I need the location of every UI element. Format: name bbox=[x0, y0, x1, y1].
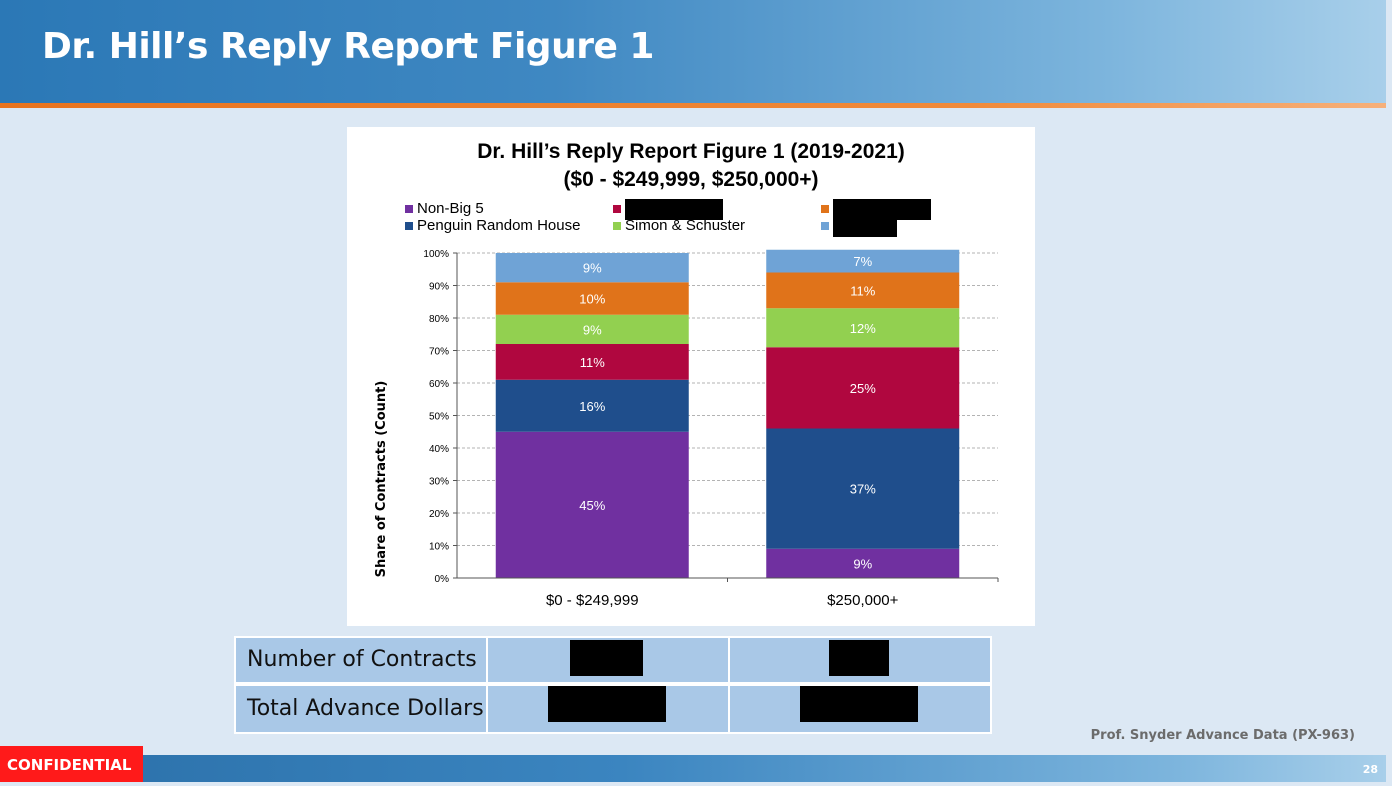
y-tick-label: 40% bbox=[429, 444, 449, 455]
legend-swatch bbox=[405, 222, 413, 230]
y-tick-label: 90% bbox=[429, 282, 449, 293]
legend-swatch bbox=[613, 205, 621, 213]
y-tick-label: 60% bbox=[429, 379, 449, 390]
bar-segment bbox=[766, 428, 960, 549]
data-label: 9% bbox=[583, 261, 602, 276]
chart-panel: Dr. Hill’s Reply Report Figure 1 (2019-2… bbox=[347, 127, 1035, 626]
redaction-box bbox=[570, 640, 643, 676]
bar-segment bbox=[495, 379, 689, 432]
cell-contracts-low bbox=[488, 638, 728, 682]
legend-label: Penguin Random House bbox=[417, 217, 580, 234]
data-label: 9% bbox=[853, 556, 872, 571]
bar-segment bbox=[495, 314, 689, 344]
legend-swatch bbox=[821, 222, 829, 230]
bar-segment bbox=[766, 249, 960, 273]
slide-header bbox=[0, 0, 1386, 103]
source-note: Prof. Snyder Advance Data (PX-963) bbox=[1090, 728, 1355, 743]
y-tick-label: 100% bbox=[423, 249, 449, 260]
header-accent-line bbox=[0, 103, 1386, 108]
slide-footer bbox=[0, 755, 1386, 782]
legend-swatch bbox=[821, 205, 829, 213]
data-label: 16% bbox=[579, 399, 605, 414]
x-axis: $0 - $249,999 $250,000+ bbox=[456, 253, 999, 609]
y-axis-label: Share of Contracts (Count) bbox=[374, 381, 389, 578]
bar-segment bbox=[766, 548, 960, 578]
bar-segment bbox=[766, 272, 960, 309]
y-tick-label: 0% bbox=[435, 574, 450, 585]
bar-segment bbox=[495, 282, 689, 315]
stacked-bar-chart: Dr. Hill’s Reply Report Figure 1 (2019-2… bbox=[374, 140, 999, 609]
data-label: 12% bbox=[850, 321, 876, 336]
page-number: 28 bbox=[1362, 763, 1378, 776]
data-label: 11% bbox=[850, 283, 875, 298]
redaction-box bbox=[800, 686, 918, 722]
bar-segment bbox=[495, 253, 689, 283]
y-tick-label: 20% bbox=[429, 509, 449, 520]
x-tick-label: $0 - $249,999 bbox=[546, 592, 639, 609]
data-label: 9% bbox=[583, 322, 602, 337]
data-label: 25% bbox=[850, 381, 876, 396]
redaction-box bbox=[829, 640, 889, 676]
chart-title-line2: ($0 - $249,999, $250,000+) bbox=[563, 168, 818, 191]
y-tick-label: 30% bbox=[429, 477, 449, 488]
redaction-box bbox=[548, 686, 666, 722]
cell-dollars-high bbox=[730, 686, 990, 732]
row-label-number-of-contracts: Number of Contracts bbox=[236, 638, 486, 682]
row-label-total-advance-dollars: Total Advance Dollars bbox=[236, 686, 486, 732]
data-label: 45% bbox=[579, 498, 605, 513]
legend-redaction-box bbox=[833, 216, 897, 237]
legend-label: Non-Big 5 bbox=[417, 200, 484, 217]
data-label: 11% bbox=[580, 355, 605, 370]
data-label: 7% bbox=[853, 254, 872, 269]
legend-redaction-box bbox=[833, 199, 931, 220]
chart-title-line1: Dr. Hill’s Reply Report Figure 1 (2019-2… bbox=[477, 140, 905, 163]
data-label: 37% bbox=[850, 482, 876, 497]
legend-label: Simon & Schuster bbox=[625, 217, 745, 234]
y-tick-label: 70% bbox=[429, 347, 449, 358]
y-tick-label: 80% bbox=[429, 314, 449, 325]
bar-segment bbox=[766, 308, 960, 348]
y-tick-label: 10% bbox=[429, 542, 449, 553]
legend-redaction-box bbox=[625, 199, 723, 220]
data-label: 10% bbox=[579, 292, 605, 307]
y-axis-ticks: 0% 10% 20% 30% 40% 50% 60% 70% 80% 90% 100% bbox=[423, 249, 457, 585]
legend-swatch bbox=[405, 205, 413, 213]
confidential-badge: CONFIDENTIAL bbox=[0, 746, 143, 782]
summary-table: Number of Contracts Total Advance Dollar… bbox=[234, 636, 992, 734]
bar-segment bbox=[495, 431, 689, 578]
y-tick-label: 50% bbox=[429, 412, 449, 423]
cell-contracts-high bbox=[730, 638, 990, 682]
bar-segment bbox=[495, 344, 689, 380]
cell-dollars-low bbox=[488, 686, 728, 732]
legend-swatch bbox=[613, 222, 621, 230]
bars: 45% 16% 11% 9% 10% 9% 9% 37% 25% 12% 11% 7% bbox=[495, 249, 960, 578]
slide-title: Dr. Hill’s Reply Report Figure 1 bbox=[42, 26, 654, 67]
x-tick-label: $250,000+ bbox=[827, 592, 899, 609]
bar-segment bbox=[766, 347, 960, 429]
